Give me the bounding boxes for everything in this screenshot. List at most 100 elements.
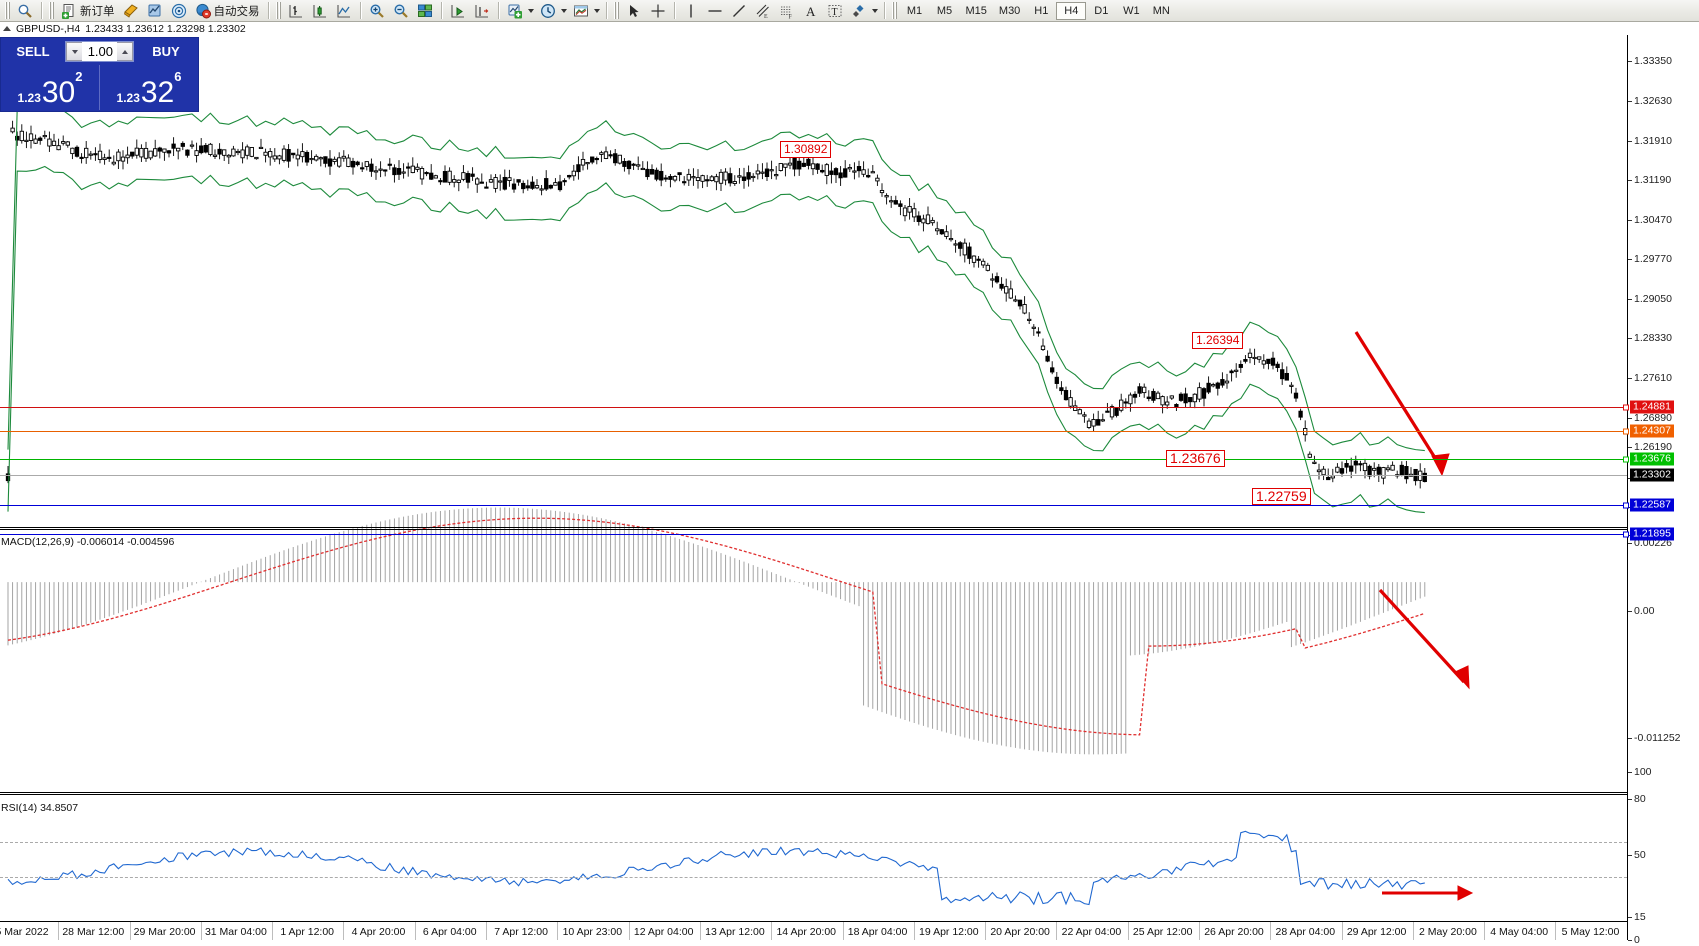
- market-watch-button[interactable]: [167, 1, 191, 21]
- bar-chart-button[interactable]: [284, 1, 308, 21]
- sell-button[interactable]: SELL: [16, 44, 50, 59]
- indicator-list-button[interactable]: [143, 1, 167, 21]
- price-level-label-1-24307[interactable]: 1.24307: [1623, 424, 1674, 438]
- toolbar-grip[interactable]: [5, 2, 10, 19]
- templates-button[interactable]: [569, 1, 593, 21]
- chart-menu-icon[interactable]: [3, 25, 11, 31]
- timeframe-group: M1 M5 M15 M30 H1 H4 D1 W1 MN: [900, 1, 1177, 20]
- autotrading-button[interactable]: 自动交易: [191, 1, 264, 21]
- time-tick: 12 Apr 04:00: [633, 926, 694, 938]
- toolbar-grip-4[interactable]: [613, 2, 619, 19]
- level-handle[interactable]: [1623, 531, 1629, 537]
- new-order-button[interactable]: 新订单: [57, 1, 119, 21]
- price-level-label-1-22587[interactable]: 1.22587: [1623, 498, 1674, 512]
- buy-quote[interactable]: 1.23 32 6: [99, 65, 198, 110]
- expert-advisors-button[interactable]: [119, 1, 143, 21]
- level-line-1-23676[interactable]: [0, 459, 1627, 460]
- timeframe-button-mn[interactable]: MN: [1152, 4, 1170, 17]
- volume-decrement-button[interactable]: [66, 42, 82, 61]
- toolbar-button-search[interactable]: [13, 1, 37, 21]
- cursor-tool-button[interactable]: [622, 1, 646, 21]
- level-line-1-21895[interactable]: [0, 534, 1627, 535]
- level-line-1-24881[interactable]: [0, 407, 1627, 408]
- time-axis[interactable]: 5 Mar 2022 28 Mar 12:00 29 Mar 20:00 31 Mar…: [0, 921, 1627, 940]
- add-indicator-dropdown-arrow[interactable]: [527, 8, 534, 13]
- price-tick: 1.28330: [1628, 332, 1672, 344]
- timeframe-button-m30[interactable]: M30: [998, 4, 1021, 17]
- volume-stepper[interactable]: 1.00: [65, 41, 134, 62]
- fibonacci-icon: F: [780, 6, 792, 19]
- toolbar-grip-3[interactable]: [275, 2, 281, 19]
- time-tick: 13 Apr 12:00: [705, 926, 765, 938]
- period-separator-dropdown-arrow[interactable]: [560, 8, 567, 13]
- crosshair-tool-button[interactable]: [646, 1, 670, 21]
- level-handle[interactable]: [1623, 502, 1629, 508]
- toolbar-grip-2[interactable]: [49, 2, 54, 19]
- templates-dropdown-arrow[interactable]: [593, 8, 600, 13]
- time-tick: 10 Apr 23:00: [562, 926, 623, 938]
- timeframe-button-m5[interactable]: M5: [936, 4, 953, 17]
- time-tick: 26 Apr 20:00: [1204, 926, 1264, 938]
- timeframe-button-h1[interactable]: H1: [1034, 4, 1049, 17]
- buy-button[interactable]: BUY: [152, 44, 180, 59]
- time-tick: 28 Mar 12:00: [62, 926, 125, 938]
- timeframe-button-m1[interactable]: M1: [906, 4, 923, 17]
- tile-windows-button[interactable]: [413, 1, 437, 21]
- period-separator-button[interactable]: [536, 1, 560, 21]
- time-separator: [486, 922, 488, 940]
- price-axis[interactable]: 1.33350 1.32630 1.31910 1.31190 1.30470 1.297…: [1623, 35, 1699, 946]
- timeframe-button-d1[interactable]: D1: [1094, 4, 1109, 17]
- annotation-1-26394[interactable]: 1.26394: [1192, 332, 1244, 349]
- text-object-tool-button[interactable]: T: [823, 1, 847, 21]
- time-tick: 20 Apr 20:00: [990, 926, 1050, 938]
- level-handle[interactable]: [1623, 404, 1629, 410]
- horizontal-line-tool-button[interactable]: [703, 1, 727, 21]
- pane-divider-rsi-2: [0, 794, 1627, 795]
- rsi-tick: 0: [1628, 934, 1640, 946]
- time-tick: 19 Apr 12:00: [919, 926, 979, 938]
- chart-area[interactable]: GBPUSD-,H4 1.23433 1.23612 1.23298 1.233…: [0, 22, 1699, 946]
- fibonacci-tool-button[interactable]: F: [775, 1, 799, 21]
- price-level-label-1-24881[interactable]: 1.24881: [1623, 400, 1674, 414]
- candlestick-chart-button[interactable]: [308, 1, 332, 21]
- annotation-1-22759[interactable]: 1.22759: [1252, 488, 1311, 505]
- annotation-1-23676[interactable]: 1.23676: [1166, 450, 1225, 467]
- time-separator: [1341, 922, 1343, 940]
- chart-shift-button[interactable]: [470, 1, 494, 21]
- text-label-tool-button[interactable]: A: [799, 1, 823, 21]
- timeframe-button-h4[interactable]: H4: [1056, 1, 1087, 20]
- timeframe-button-w1[interactable]: W1: [1123, 4, 1140, 17]
- pane-divider-rsi: [0, 792, 1627, 793]
- volume-value[interactable]: 1.00: [82, 42, 117, 61]
- price-level-label-1-23676[interactable]: 1.23676: [1623, 452, 1674, 466]
- zoom-in-button[interactable]: [365, 1, 389, 21]
- shapes-tool-button[interactable]: [847, 1, 871, 21]
- one-click-trading-panel[interactable]: SELL 1.00 BUY 1.23 30 2 1.23 32 6: [0, 37, 199, 112]
- level-line-1-22587[interactable]: [0, 505, 1627, 506]
- price-level-label-1-23302[interactable]: 1.23302: [1630, 468, 1674, 482]
- time-tick: 29 Mar 20:00: [133, 926, 196, 938]
- add-indicator-button[interactable]: [503, 1, 527, 21]
- line-chart-button[interactable]: [332, 1, 356, 21]
- auto-scroll-button[interactable]: [446, 1, 470, 21]
- level-handle[interactable]: [1623, 428, 1629, 434]
- level-handle[interactable]: [1623, 456, 1629, 462]
- symbol-info-bar: GBPUSD-,H4 1.23433 1.23612 1.23298 1.233…: [0, 22, 1699, 35]
- price-level-label-1-21895[interactable]: 1.21895: [1623, 527, 1674, 541]
- channel-tool-button[interactable]: E: [751, 1, 775, 21]
- sell-quote[interactable]: 1.23 30 2: [1, 65, 99, 110]
- shapes-dropdown-arrow[interactable]: [871, 8, 878, 13]
- vertical-line-tool-button[interactable]: [679, 1, 703, 21]
- rsi-tick: 100: [1628, 766, 1652, 778]
- timeframe-button-m15[interactable]: M15: [965, 4, 987, 17]
- annotation-1-30892[interactable]: 1.30892: [780, 141, 832, 158]
- level-line-last-price[interactable]: [0, 475, 1627, 476]
- sell-price-fraction: 2: [75, 69, 83, 84]
- expert-advisor-icon: [123, 3, 138, 18]
- zoom-out-button[interactable]: [389, 1, 413, 21]
- level-line-1-24307[interactable]: [0, 431, 1627, 432]
- candlestick-icon: [312, 4, 326, 18]
- volume-increment-button[interactable]: [117, 42, 133, 61]
- toolbar-grip-5[interactable]: [891, 2, 897, 19]
- trendline-tool-button[interactable]: [727, 1, 751, 21]
